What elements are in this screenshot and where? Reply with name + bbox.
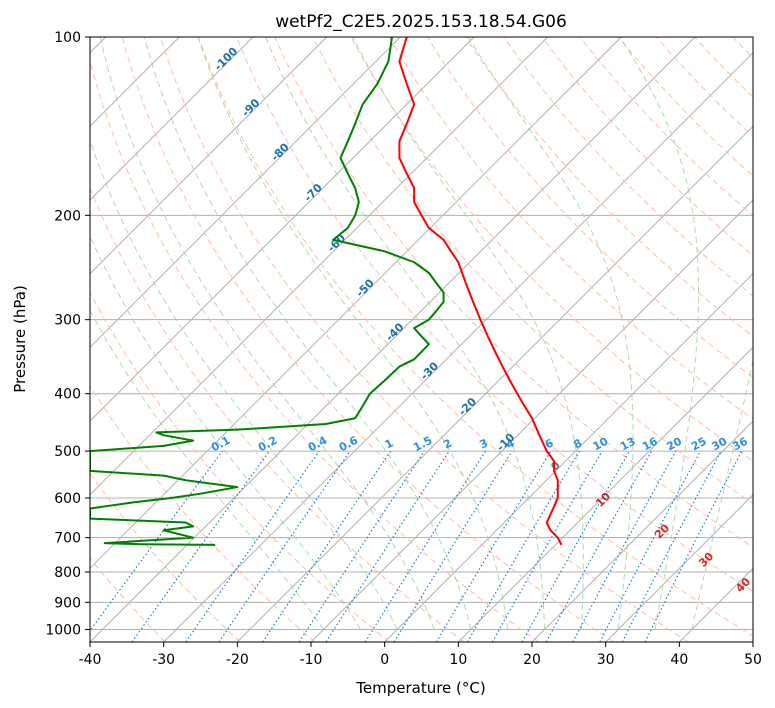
- mixing-ratio-line: [545, 450, 653, 642]
- mixing-ratio-label: 13: [618, 435, 638, 454]
- y-tick-label: 500: [54, 444, 81, 460]
- chart-title: wetPf2_C2E5.2025.153.18.54.G06: [275, 12, 567, 32]
- isotherm-line: [310, 199, 753, 642]
- mixing-ratio-line: [393, 450, 513, 642]
- dry-adiabat-line: [426, 37, 753, 378]
- y-tick-label: 1000: [45, 622, 81, 638]
- y-tick-label: 700: [54, 531, 81, 547]
- y-axis-title: Pressure (hPa): [11, 285, 29, 393]
- x-axis-title: Temperature (°C): [355, 679, 485, 697]
- dry-adiabat-line: [312, 37, 753, 505]
- isotherm-line: [90, 37, 696, 642]
- isotherm-line: [90, 37, 549, 496]
- moist-adiabat-line: [691, 358, 753, 630]
- dry-adiabat-line: [198, 37, 753, 637]
- mixing-ratio-label: 16: [640, 435, 660, 454]
- mixing-ratio-label: 30: [710, 435, 730, 454]
- mixing-ratio-line: [131, 450, 270, 642]
- mixing-ratio-line: [185, 450, 320, 642]
- isotherm-line: [384, 272, 753, 642]
- mixing-ratio-line: [466, 450, 580, 642]
- mixing-ratio-line: [364, 450, 486, 642]
- dry-adiabat-line: [503, 37, 753, 297]
- isotherm-line: [163, 51, 753, 642]
- moist-adiabat-line: [143, 37, 472, 630]
- moist-adiabat-line: [90, 138, 398, 630]
- y-tick-label: 600: [54, 491, 81, 507]
- x-tick-label: 40: [670, 652, 688, 668]
- y-tick-label: 400: [54, 387, 81, 403]
- mixing-ratio-line: [325, 450, 450, 642]
- plot-frame: [89, 36, 754, 643]
- moist-adiabat-line: [197, 37, 509, 630]
- x-tick-label: 10: [449, 652, 467, 668]
- mixing-ratio-label: 10: [591, 435, 611, 454]
- moist-adiabat-line: [352, 37, 584, 630]
- temperature-profile: [398, 37, 563, 546]
- mixing-ratio-label: 25: [689, 435, 709, 454]
- x-tick-label: -40: [79, 652, 102, 668]
- moist-adiabat-line: [265, 37, 546, 630]
- mixing-ratio-line: [218, 450, 351, 642]
- isotherm-line: [90, 37, 622, 570]
- isotherm-line: [90, 37, 475, 422]
- y-tick-label: 100: [54, 30, 81, 46]
- y-tick-label: 900: [54, 595, 81, 611]
- x-tick-label: 20: [523, 652, 541, 668]
- isotherm-line: [90, 37, 401, 349]
- dry-adiabat-line: [121, 37, 614, 642]
- mixing-ratio-label: 20: [664, 435, 684, 454]
- dry-adiabat-line: [90, 384, 316, 642]
- dry-adiabat-line: [617, 37, 753, 177]
- mixing-ratio-label: 36: [730, 435, 750, 454]
- y-tick-label: 200: [54, 208, 81, 224]
- dry-adiabat-line: [159, 37, 689, 642]
- dry-adiabat-line: [388, 37, 753, 420]
- moist-adiabat-line: [99, 37, 435, 630]
- x-tick-label: -10: [300, 652, 323, 668]
- dry-adiabat-line: [90, 291, 390, 642]
- dry-adiabat-line: [90, 59, 540, 642]
- dewpoint-profile: [90, 37, 445, 546]
- isotherm-line: [531, 420, 753, 642]
- moist-adiabat-line: [619, 37, 700, 630]
- isotherm-line: [236, 125, 753, 642]
- isotherm-line: [90, 37, 254, 201]
- moist-adiabat-line: [90, 234, 361, 630]
- y-tick-label: 800: [54, 565, 81, 581]
- isotherm-line: [605, 493, 753, 642]
- mixing-ratio-line: [435, 450, 552, 642]
- mixing-ratio-line: [572, 450, 677, 642]
- dry-adiabat-line: [90, 186, 465, 642]
- x-tick-label: 0: [380, 652, 389, 668]
- x-tick-label: 50: [744, 652, 762, 668]
- mixing-ratio-line: [521, 450, 631, 642]
- dry-adiabat-line: [236, 37, 753, 592]
- y-tick-label: 300: [54, 313, 81, 329]
- x-tick-label: -20: [226, 652, 249, 668]
- x-tick-label: -30: [152, 652, 175, 668]
- x-tick-label: 30: [597, 652, 615, 668]
- isotherm-line: [90, 37, 328, 275]
- moist-adiabat-line: [467, 37, 634, 630]
- mixing-ratio-line: [491, 450, 603, 642]
